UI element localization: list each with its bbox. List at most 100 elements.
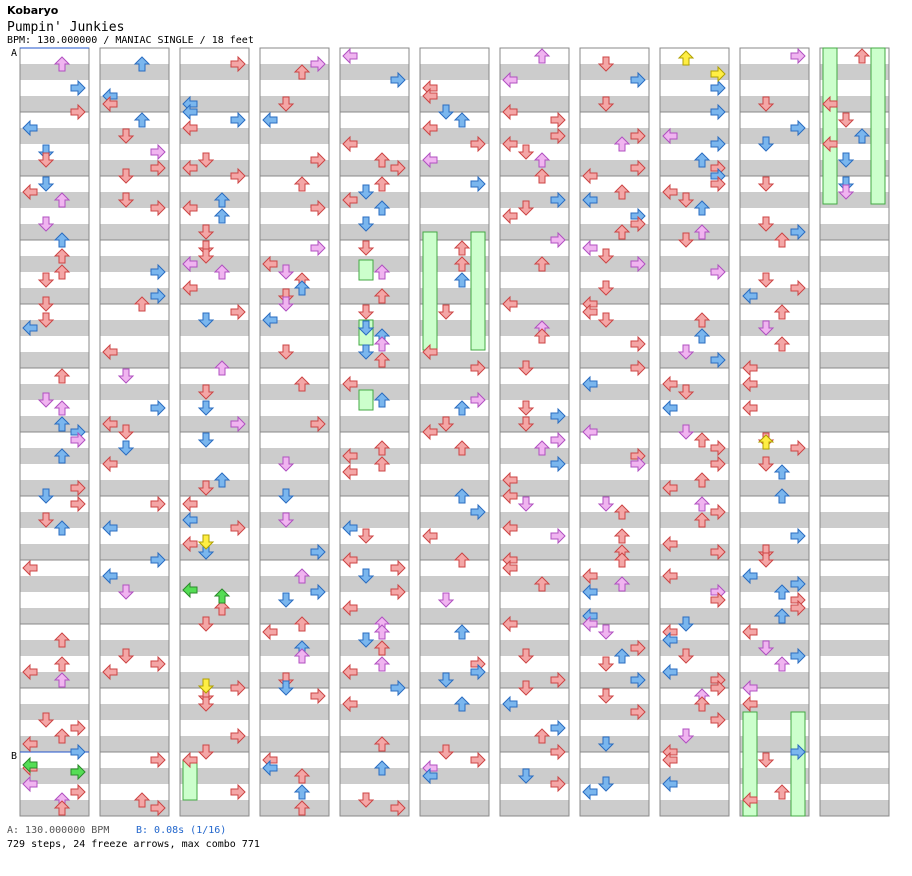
step-arrow-left (182, 511, 198, 529)
marker-a: A (11, 48, 18, 59)
stripe (20, 128, 89, 144)
step-arrow-up (213, 192, 231, 208)
stripe (180, 64, 249, 80)
step-arrow-up (53, 672, 71, 688)
step-arrow-up (293, 280, 311, 296)
artist-name: Kobaryo (7, 4, 59, 17)
stripe (660, 576, 729, 592)
freeze-arrow (822, 47, 838, 205)
stripe (340, 672, 409, 688)
step-arrow-up (293, 648, 311, 664)
stripe (20, 384, 89, 400)
step-arrow-right (710, 543, 726, 561)
step-arrow-down (357, 184, 375, 200)
step-arrow-right (150, 399, 166, 417)
step-arrow-up (693, 312, 711, 328)
step-arrow-right (630, 71, 646, 89)
stripe (660, 128, 729, 144)
step-arrow-left (22, 183, 38, 201)
step-arrow-right (630, 639, 646, 657)
marker-b: B (11, 751, 18, 762)
step-arrow-right (790, 647, 806, 665)
stripe (180, 704, 249, 720)
step-arrow-down (677, 384, 695, 400)
step-arrow-down (517, 200, 535, 216)
step-arrow-right (710, 103, 726, 121)
step-arrow-down (197, 480, 215, 496)
step-arrow-right (630, 127, 646, 145)
stripe (100, 672, 169, 688)
stripe (100, 96, 169, 112)
stripe (580, 128, 649, 144)
step-arrow-left (662, 751, 678, 769)
step-arrow-left (662, 399, 678, 417)
stripe (20, 544, 89, 560)
step-arrow-right (790, 119, 806, 137)
step-arrow-down (37, 216, 55, 232)
step-arrow-down (357, 216, 375, 232)
step-arrow-right (710, 79, 726, 97)
step-arrow-down (197, 312, 215, 328)
step-arrow-down (597, 776, 615, 792)
step-arrow-left (502, 615, 518, 633)
step-arrow-down (757, 176, 775, 192)
stripe (180, 416, 249, 432)
stripe (260, 576, 329, 592)
step-arrow-up (613, 184, 631, 200)
step-arrow-left (662, 127, 678, 145)
step-arrow-down (117, 648, 135, 664)
step-arrow-up (693, 432, 711, 448)
step-arrow-up (453, 696, 471, 712)
step-arrow-right (710, 503, 726, 521)
step-arrow-left (822, 95, 838, 113)
step-arrow-left (182, 103, 198, 121)
step-arrow-up (693, 696, 711, 712)
step-arrow-up (613, 528, 631, 544)
stripe (260, 160, 329, 176)
stripe (580, 384, 649, 400)
stripe (100, 480, 169, 496)
stripe (500, 672, 569, 688)
stripe (260, 512, 329, 528)
freeze-arrow (470, 231, 486, 351)
step-arrow-left (182, 279, 198, 297)
step-arrow-down (277, 512, 295, 528)
stripe (580, 416, 649, 432)
stripe (340, 544, 409, 560)
stripe (740, 128, 809, 144)
stripe (820, 800, 889, 816)
step-arrow-down (357, 528, 375, 544)
step-arrow-down (757, 216, 775, 232)
step-arrow-down (677, 616, 695, 632)
stripe (580, 288, 649, 304)
stripe (740, 448, 809, 464)
stripe (260, 448, 329, 464)
stripe (20, 640, 89, 656)
stripe (340, 512, 409, 528)
stripe (20, 608, 89, 624)
stripe (260, 384, 329, 400)
stripe (260, 128, 329, 144)
step-arrow-right (230, 167, 246, 185)
step-arrow-left (22, 119, 38, 137)
stripe (100, 320, 169, 336)
step-arrow-up (133, 112, 151, 128)
step-arrow-up (533, 168, 551, 184)
stripe (340, 704, 409, 720)
column-frame (499, 47, 570, 817)
step-arrow-right (630, 671, 646, 689)
step-arrow-left (502, 471, 518, 489)
step-arrow-up (453, 256, 471, 272)
stripe (500, 288, 569, 304)
step-arrow-down (197, 248, 215, 264)
step-arrow-up (373, 336, 391, 352)
step-arrow-down (277, 344, 295, 360)
step-arrow-down (277, 488, 295, 504)
freeze-arrow (870, 47, 886, 205)
stripe (500, 704, 569, 720)
column-frame (419, 47, 490, 817)
step-arrow-up (293, 768, 311, 784)
step-arrow-right (550, 527, 566, 545)
step-arrow-right (230, 55, 246, 73)
step-arrow-right (310, 415, 326, 433)
